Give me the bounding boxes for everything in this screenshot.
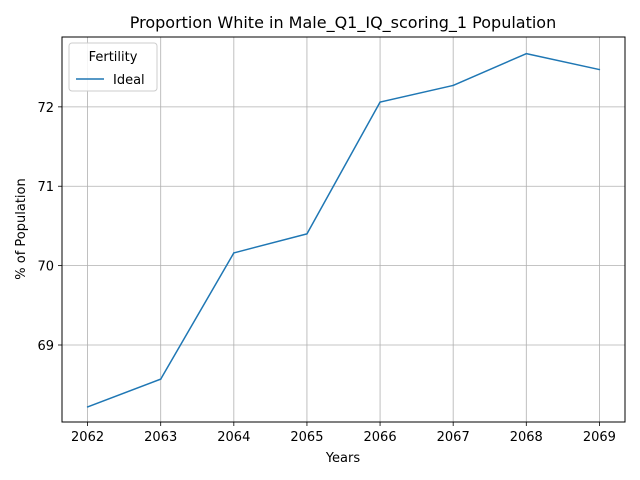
legend: Fertility Ideal xyxy=(68,42,158,92)
data-point xyxy=(379,101,381,103)
data-point xyxy=(306,233,308,235)
x-tick-label: 2062 xyxy=(71,430,104,445)
x-tick-label: 2065 xyxy=(290,430,323,445)
y-axis-label: % of Population xyxy=(14,178,29,279)
x-tick-label: 2066 xyxy=(364,430,397,445)
y-tick-label: 72 xyxy=(37,101,54,116)
plot-frame xyxy=(61,36,626,423)
series-line-ideal xyxy=(87,52,600,408)
chart-title: Proportion White in Male_Q1_IQ_scoring_1… xyxy=(130,13,556,33)
data-point xyxy=(159,378,162,380)
data-point xyxy=(452,84,454,87)
legend-title: Fertility xyxy=(89,50,138,65)
data-point xyxy=(86,406,89,408)
x-axis-label: Years xyxy=(325,451,361,466)
data-point xyxy=(525,52,528,55)
y-tick-label: 70 xyxy=(37,260,54,275)
data-point xyxy=(598,68,601,71)
series-layer xyxy=(86,52,601,408)
data-point xyxy=(233,252,235,254)
grid xyxy=(62,37,625,422)
legend-entry-label: Ideal xyxy=(113,73,145,88)
y-tick-label: 69 xyxy=(37,339,54,354)
x-tick-label: 2068 xyxy=(510,430,543,445)
y-tick-label: 71 xyxy=(37,180,54,195)
x-tick-label: 2064 xyxy=(217,430,250,445)
x-tick-label: 2063 xyxy=(144,430,177,445)
x-axis: 2062 2063 2064 2065 2066 2067 2068 2069 xyxy=(71,422,616,445)
x-tick-label: 2069 xyxy=(583,430,616,445)
x-tick-label: 2067 xyxy=(437,430,470,445)
y-axis: 69 70 71 72 xyxy=(37,101,62,354)
